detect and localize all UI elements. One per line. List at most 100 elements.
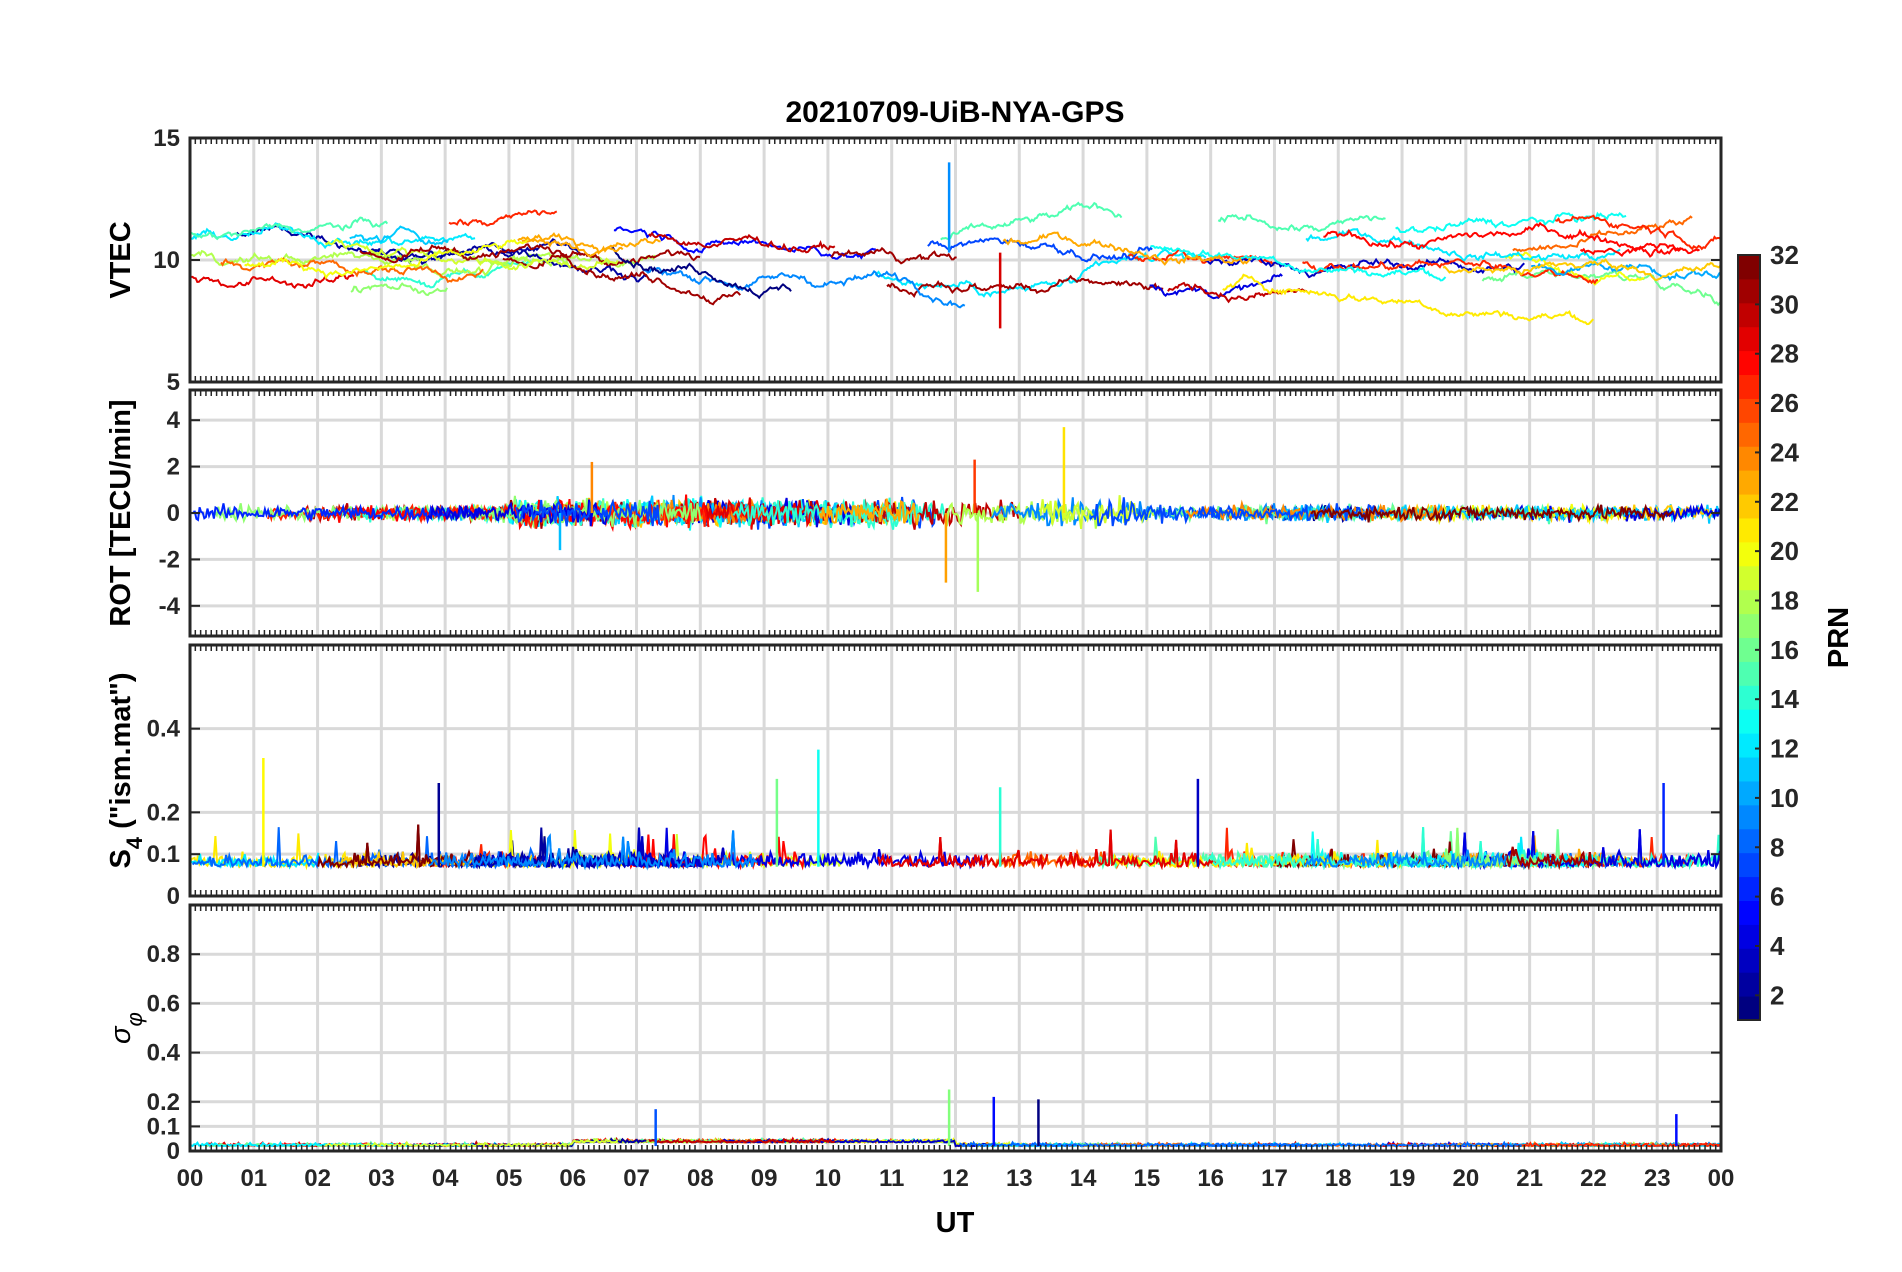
colorbar-tick-label: 30 — [1770, 289, 1799, 319]
colorbar-segment — [1738, 326, 1760, 352]
series-line — [648, 1137, 836, 1144]
colorbar-segment — [1738, 972, 1760, 997]
x-tick-label: 23 — [1644, 1165, 1671, 1192]
colorbar-segment — [1738, 924, 1760, 949]
y-axis-label: ROT [TECU/min] — [105, 399, 137, 626]
y-axis-label: σφ — [105, 1012, 147, 1044]
series-line — [1531, 262, 1721, 287]
series-line — [190, 273, 355, 290]
series-line — [580, 847, 726, 870]
x-tick-label: 15 — [1134, 1165, 1161, 1192]
x-tick-label: 16 — [1197, 1165, 1224, 1192]
x-tick-label: 12 — [942, 1165, 969, 1192]
series-line — [1500, 846, 1602, 871]
y-axis-label-rest: ("ism.mat") — [105, 672, 137, 836]
colorbar-tick-label: 10 — [1770, 783, 1799, 813]
x-tick-label: 04 — [432, 1165, 459, 1192]
y-tick-label: 0.8 — [147, 941, 180, 968]
colorbar-tick-label: 18 — [1770, 585, 1799, 615]
y-tick-label: -2 — [159, 546, 180, 573]
series-line — [1555, 214, 1721, 256]
y-tick-label: 0 — [167, 500, 180, 527]
series-line — [1442, 257, 1721, 282]
series-line — [1149, 244, 1447, 282]
y-tick-label: -4 — [159, 593, 181, 620]
y-tick-label: 0.2 — [147, 1089, 180, 1116]
x-axis: 00 01 02 03 04 05 06 07 08 09 10 11 12 13 14 15 16 17 18 19… — [177, 1165, 1735, 1192]
series-line — [1310, 502, 1674, 523]
y-axis-label-main: σ — [105, 1025, 137, 1044]
colorbar-tick-label: 14 — [1770, 684, 1799, 714]
colorbar-segment — [1738, 804, 1760, 830]
x-axis-label: UT — [936, 1207, 975, 1239]
x-tick-label: 08 — [687, 1165, 714, 1192]
colorbar-segment — [1738, 470, 1760, 495]
series-line — [1579, 242, 1682, 258]
x-tick-label: 21 — [1516, 1165, 1543, 1192]
series-line — [367, 248, 656, 268]
panel-s4: 00.10.20.4S4 ("ism.mat") — [105, 643, 1723, 910]
colorbar-label: PRN — [1823, 607, 1855, 668]
x-tick-label: 18 — [1325, 1165, 1352, 1192]
colorbar-segment — [1738, 828, 1760, 854]
colorbar-segment — [1738, 350, 1760, 376]
series-line — [349, 225, 449, 246]
x-tick-label: 01 — [240, 1165, 267, 1192]
x-tick-label: 02 — [304, 1165, 331, 1192]
y-axis-label-sub: φ — [122, 1012, 147, 1026]
series-line — [517, 233, 661, 258]
colorbar-segment — [1738, 733, 1760, 758]
series-line — [643, 267, 966, 309]
series-line — [370, 241, 648, 283]
series-group — [190, 162, 1721, 329]
chart-title: 20210709-UiB-NYA-GPS — [785, 96, 1124, 129]
series-group — [190, 749, 1721, 871]
x-tick-label: 13 — [1006, 1165, 1033, 1192]
x-tick-label: 11 — [879, 1165, 904, 1192]
y-axis-label-main: S — [105, 849, 137, 868]
x-tick-label: 17 — [1261, 1165, 1288, 1192]
colorbar-segment — [1738, 255, 1760, 280]
series-line — [1304, 849, 1507, 870]
series-line — [1222, 273, 1595, 326]
colorbar-segment — [1738, 517, 1760, 543]
colorbar-segment — [1738, 637, 1760, 662]
series-line — [1504, 251, 1645, 286]
colorbar-segment — [1738, 589, 1760, 615]
panel-sigphi: 00.10.2 0.4 0.6 0.8 σφ — [105, 903, 1723, 1165]
colorbar-segment — [1738, 422, 1760, 447]
panel-rot: -4 -2 0 2 4 ROT [TECU/min] — [105, 388, 1723, 638]
y-tick-label: 4 — [167, 407, 181, 434]
y-tick-label: 0 — [167, 1138, 180, 1165]
colorbar-segment — [1738, 757, 1760, 782]
colorbar-segment — [1738, 613, 1760, 638]
series-line — [1172, 1140, 1522, 1148]
panel-frame — [188, 903, 1723, 1153]
series-line — [1323, 221, 1700, 258]
y-axis-label: VTEC — [105, 221, 137, 298]
series-line — [193, 503, 485, 525]
colorbar-segment — [1738, 780, 1760, 806]
colorbar-tick-label: 20 — [1770, 536, 1799, 566]
series-line — [448, 209, 558, 227]
colorbar-tick-label: 16 — [1770, 635, 1799, 665]
series-line — [1055, 829, 1214, 870]
y-tick-label: 15 — [153, 125, 180, 152]
colorbar-segment — [1738, 541, 1760, 567]
series-line — [502, 249, 701, 270]
x-tick-label: 20 — [1452, 1165, 1479, 1192]
x-tick-label: 00 — [1708, 1165, 1735, 1192]
y-tick-label: 0.1 — [147, 1113, 180, 1140]
y-tick-label: 10 — [153, 247, 180, 274]
series-line — [1501, 1141, 1721, 1148]
colorbar-segment — [1738, 948, 1760, 973]
series-line — [1217, 213, 1386, 233]
series-line — [732, 498, 920, 530]
series-line — [1452, 829, 1721, 871]
series-line — [359, 243, 741, 306]
series-group — [190, 1089, 1721, 1148]
x-tick-label: 03 — [368, 1165, 395, 1192]
colorbar-tick-label: 12 — [1770, 734, 1799, 764]
panel-vtec: 5 10 15 VTEC — [105, 125, 1723, 396]
